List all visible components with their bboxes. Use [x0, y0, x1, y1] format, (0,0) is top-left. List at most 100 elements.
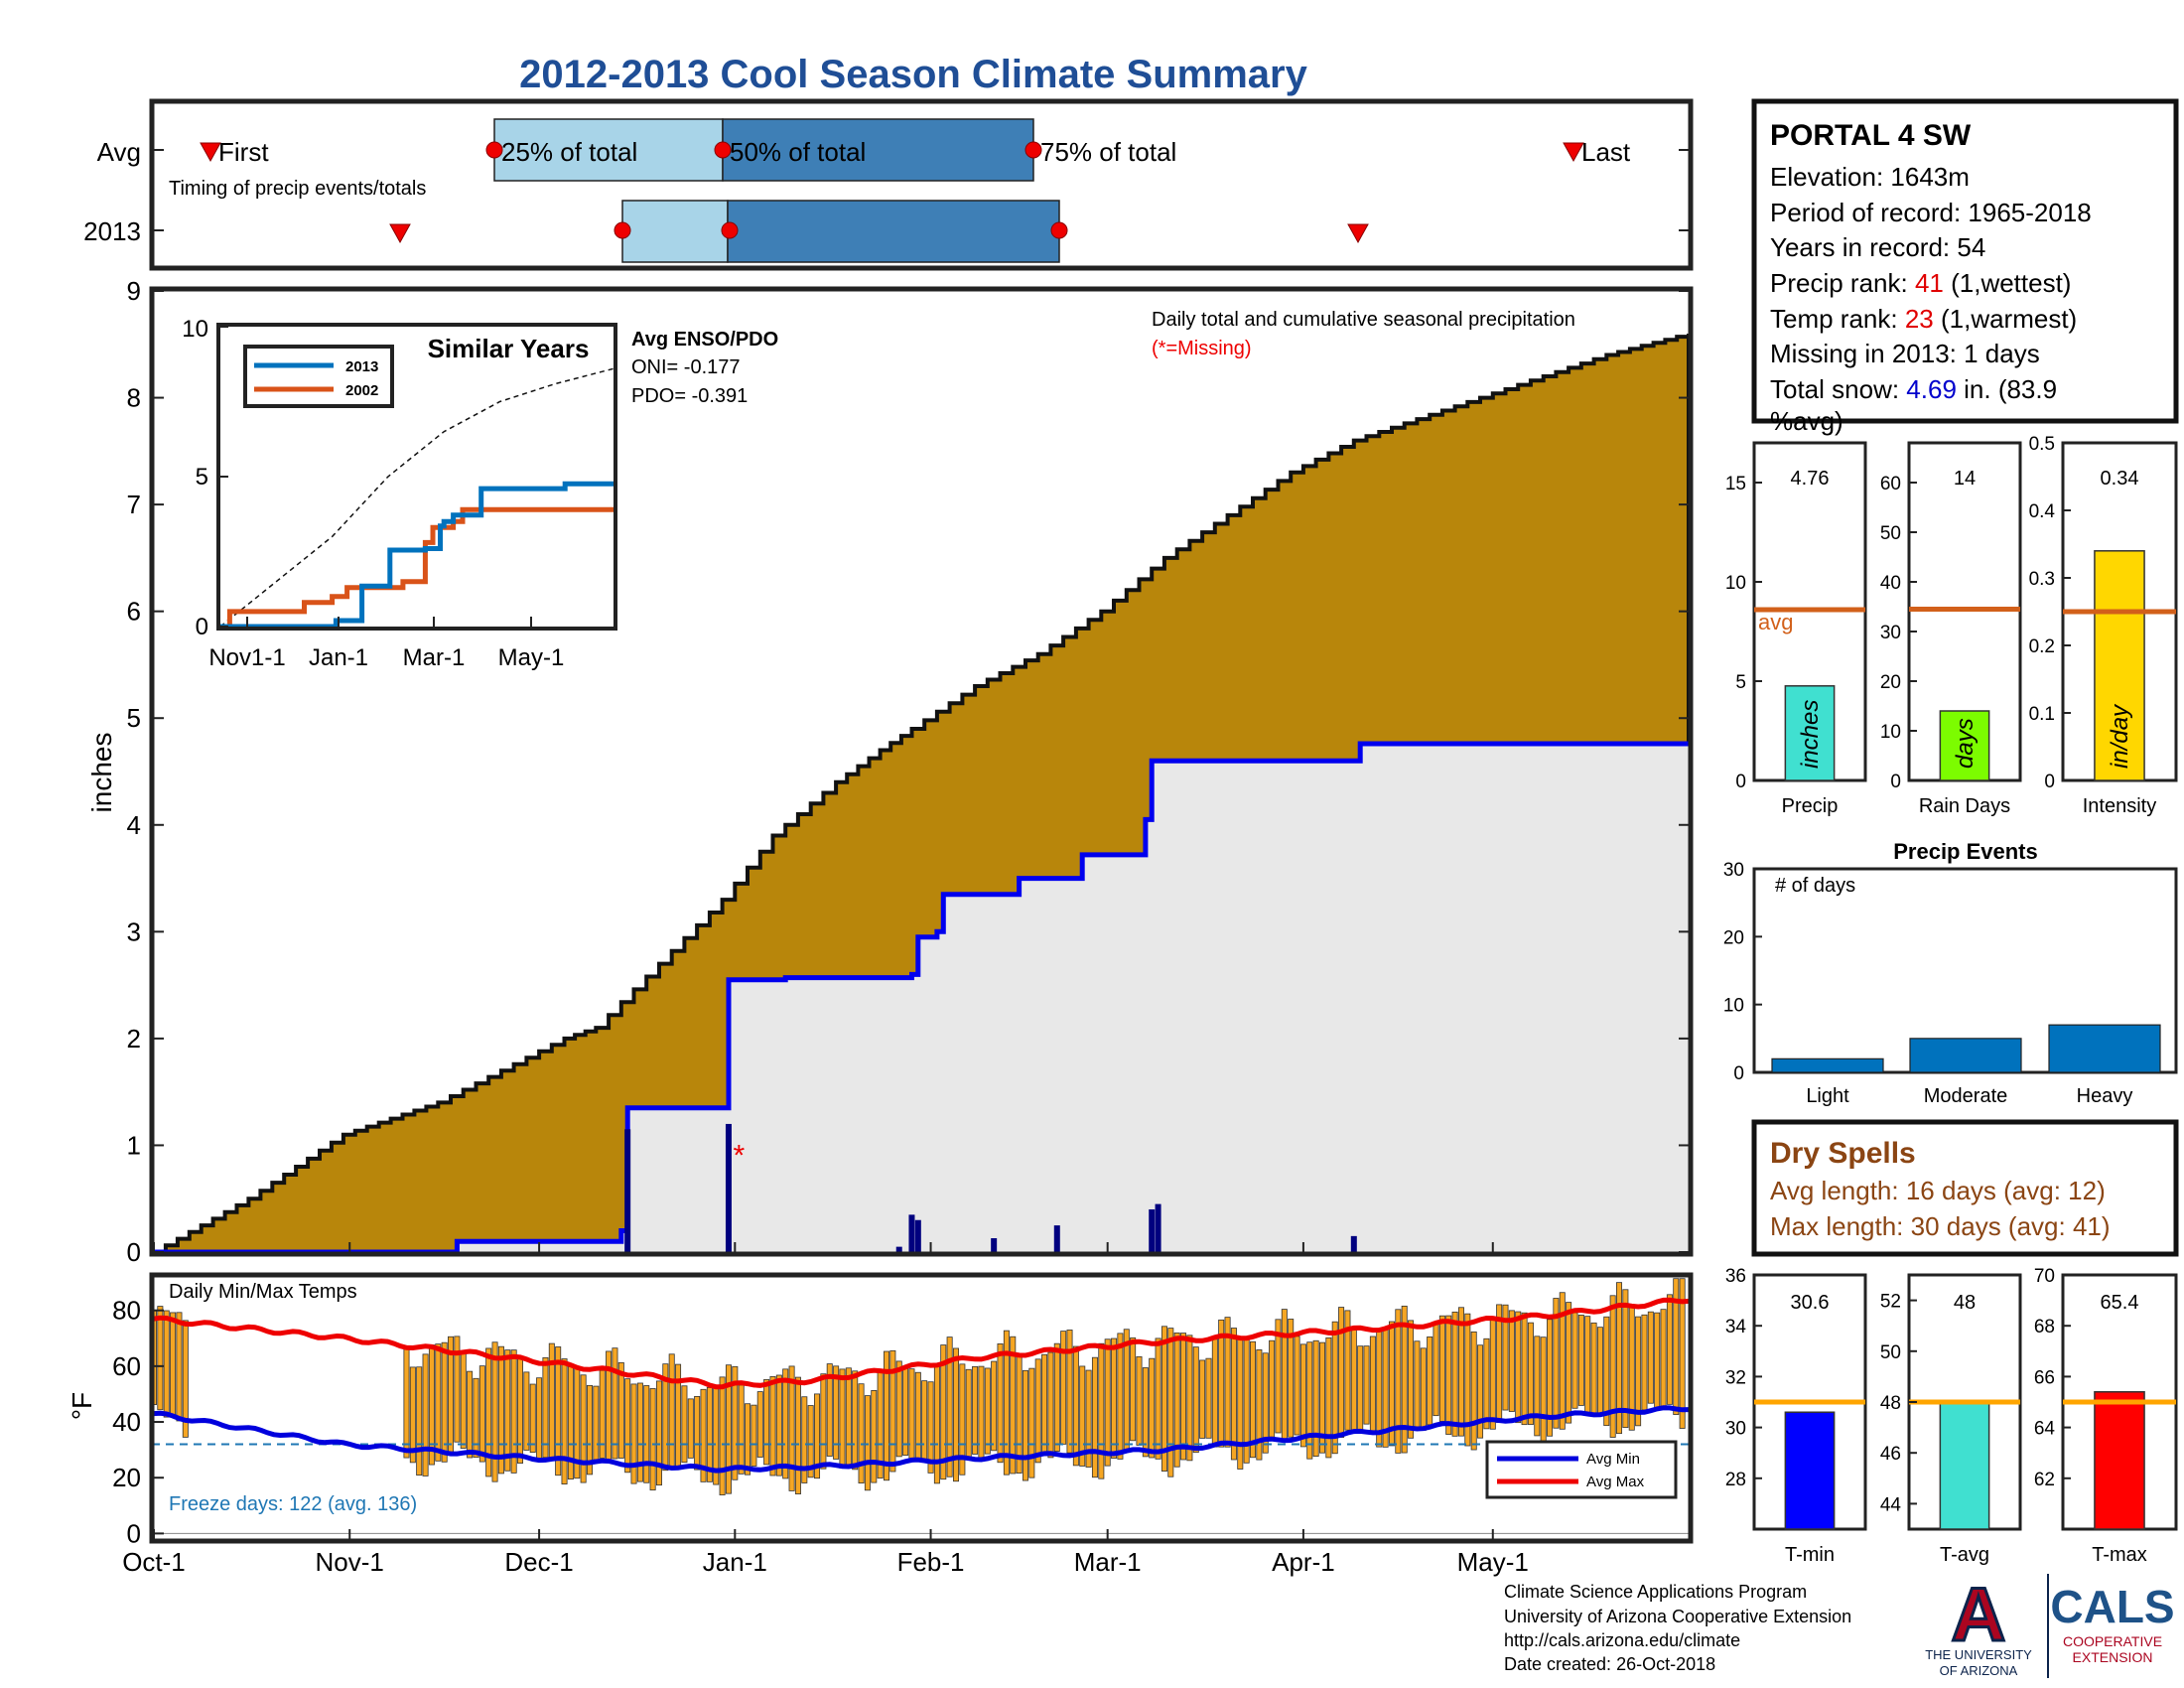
temp-summary-tmax: 65.4 T-max 62 64 66 68 70 [2034, 1266, 2178, 1566]
temp-y-axis: 0 20 40 60 80 [112, 1296, 164, 1548]
daily-temp-bar [1647, 1311, 1654, 1404]
timing-last-label: Last [1581, 137, 1631, 167]
daily-temp-bar [1306, 1341, 1313, 1460]
precip-rank-note: (1,wettest) [1944, 268, 2072, 298]
inset-y-tick-label: 5 [196, 464, 208, 491]
temp-summary-label: T-min [1785, 1544, 1835, 1566]
first-2013-marker [389, 223, 411, 244]
daily-temp-bar [902, 1367, 909, 1456]
daily-temp-bar [1660, 1309, 1667, 1409]
daily-temp-bar [1211, 1338, 1218, 1448]
ua-name-2: OF ARIZONA [1940, 1663, 2018, 1678]
daily-temp-bar [586, 1384, 593, 1476]
daily-temp-bar [1224, 1317, 1231, 1448]
temp-rank-label: Temp rank: [1770, 304, 1905, 334]
temp-x-tick-label: Jan-1 [703, 1547, 767, 1577]
timing-p50-label: 50% of total [730, 137, 866, 167]
daily-temp-bar [1395, 1309, 1402, 1454]
daily-temp-bar [536, 1377, 543, 1461]
summary-y-tick-label: 0.2 [2029, 636, 2055, 657]
daily-temp-bar [1571, 1312, 1578, 1409]
daily-temp-bar [1072, 1345, 1079, 1467]
legend-max-label: Avg Max [1586, 1474, 1645, 1490]
events-x-axis: Light Moderate Heavy [1806, 1085, 2132, 1107]
daily-temp-bar [1160, 1326, 1167, 1472]
daily-precip-bar [624, 1129, 631, 1252]
daily-temp-bar [984, 1367, 991, 1455]
precip-events-chart: Precip Events # of days 0 10 20 30 Light Mod… [1723, 839, 2178, 1107]
temp-y-tick-label: 20 [112, 1463, 141, 1492]
p75-2013-marker [1050, 221, 1068, 239]
temp-x-tick-label: Nov-1 [316, 1547, 384, 1577]
precip-rank-value: 41 [1915, 268, 1944, 298]
daily-temp-bar [801, 1396, 808, 1483]
daily-temp-bar [176, 1312, 183, 1422]
daily-temp-bar [1433, 1321, 1439, 1417]
dry-spells-max: Max length: 30 days (avg: 41) [1770, 1211, 2111, 1241]
inset-x-tick-label: Mar-1 [403, 644, 466, 671]
daily-temp-bar [889, 1349, 896, 1473]
cals-line-1: COOPERATIVE [2063, 1633, 2162, 1649]
daily-precip-bar [914, 1219, 921, 1252]
temp-legend [1485, 1440, 1678, 1499]
temp-y-tick-label: 60 [112, 1351, 141, 1381]
p25-avg-marker [485, 141, 503, 159]
daily-temp-bar [624, 1378, 631, 1474]
station-elevation: Elevation: 1643m [1770, 162, 1970, 192]
summary-y-tick-label: 0.1 [2029, 704, 2055, 725]
temp-x-tick-label: Oct-1 [122, 1547, 186, 1577]
daily-temp-bar [1609, 1295, 1616, 1438]
daily-temp-bar [769, 1375, 776, 1477]
main-y-tick-label: 2 [127, 1024, 141, 1054]
daily-temp-bar [1464, 1313, 1471, 1447]
main-y-tick-label: 1 [127, 1130, 141, 1160]
temp-summary-bar [1784, 1411, 1836, 1530]
temp-plot-frame [149, 1272, 1694, 1544]
temp-summary-value: 65.4 [2101, 1292, 2139, 1314]
daily-temp-bar [435, 1343, 442, 1462]
temp-summary-tmin: 30.6 T-min 28 30 32 34 36 [1725, 1266, 1867, 1566]
temp-y-tick-label: 40 [112, 1407, 141, 1437]
daily-temp-bar [1596, 1327, 1603, 1415]
station-info-box: PORTAL 4 SW Elevation: 1643m Period of r… [1751, 98, 2179, 436]
inset-x-tick-label: May-1 [498, 644, 565, 671]
similar-years-inset: 0 5 10 Nov1-1 Jan-1 Mar-1 May-1 Similar Years… [182, 316, 617, 671]
daily-temp-bar [542, 1356, 549, 1459]
snow-note: in. (83.9 [1957, 374, 2057, 404]
footer-line-4: Date created: 26-Oct-2018 [1504, 1654, 1715, 1674]
daily-temp-bar [491, 1341, 498, 1482]
daily-temp-bar [1205, 1357, 1212, 1439]
daily-temp-bar [1066, 1330, 1073, 1454]
daily-temp-bar [820, 1373, 827, 1470]
dry-spells-box: Dry Spells Avg length: 16 days (avg: 12)… [1751, 1119, 2179, 1257]
daily-temp-bar [972, 1365, 979, 1455]
main-y-tick-label: 6 [127, 597, 141, 627]
daily-temp-bar [1117, 1333, 1124, 1460]
ua-logo-letter: A [1952, 1573, 2006, 1657]
daily-temp-bar [1123, 1329, 1130, 1453]
daily-temp-bar [1130, 1336, 1137, 1442]
temp-x-tick-label: May-1 [1457, 1547, 1529, 1577]
timing-avg-light-box [493, 118, 724, 182]
snow-note-2: %avg) [1770, 406, 1843, 436]
station-name: PORTAL 4 SW [1770, 119, 1972, 152]
p25-2013-marker [614, 221, 631, 239]
snow-label: Total snow: [1770, 374, 1906, 404]
daily-temp-bar [946, 1336, 953, 1477]
daily-precip-bar [895, 1246, 902, 1252]
temp-summary-y-tick-label: 44 [1880, 1494, 1902, 1515]
station-years: Years in record: 54 [1770, 232, 1985, 262]
daily-temp-bar [884, 1350, 890, 1481]
temp-x-tick-label: Mar-1 [1074, 1547, 1142, 1577]
daily-temp-bar [441, 1341, 448, 1463]
daily-temp-bar [1318, 1341, 1325, 1454]
legend-2013-label: 2013 [345, 358, 378, 375]
temp-ylabel: °F [67, 1392, 97, 1420]
inset-y-tick-label: 10 [182, 316, 208, 343]
daily-temp-bar [1047, 1351, 1054, 1459]
temp-x-axis: Oct-1 Nov-1 Dec-1 Jan-1 Feb-1 Mar-1 Apr-1 May-1 [122, 1529, 1529, 1577]
daily-temp-bar [170, 1312, 177, 1417]
missing-day-marker: * [733, 1139, 745, 1172]
ua-logo: A THE UNIVERSITY OF ARIZONA [1925, 1572, 2032, 1679]
temp-summary-y-tick-label: 64 [2034, 1419, 2056, 1440]
